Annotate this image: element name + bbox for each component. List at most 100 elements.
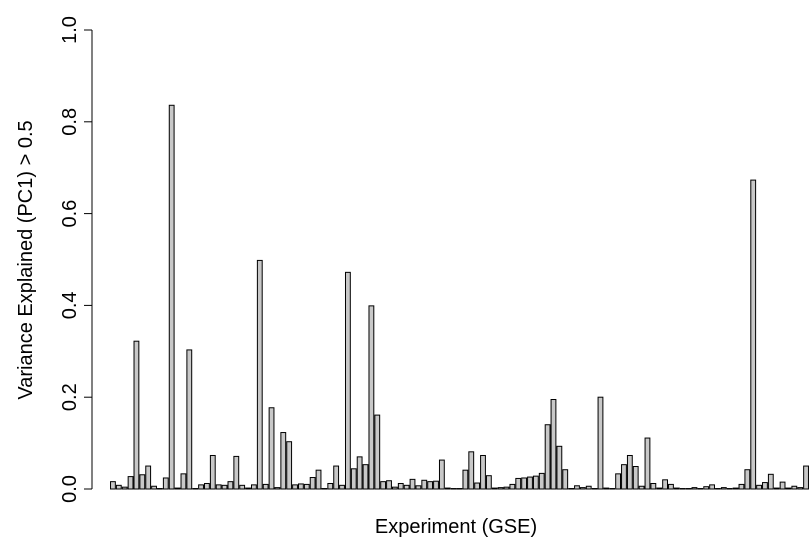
bar bbox=[139, 474, 146, 490]
bar bbox=[251, 484, 257, 490]
bar bbox=[174, 487, 181, 490]
bar bbox=[133, 340, 140, 490]
bar bbox=[233, 455, 240, 490]
bars-group bbox=[110, 104, 809, 490]
bar bbox=[145, 465, 152, 490]
bar bbox=[303, 483, 310, 490]
y-tick-label: 0.4 bbox=[59, 291, 81, 319]
bar bbox=[762, 482, 768, 490]
bar bbox=[515, 477, 522, 490]
bar bbox=[485, 475, 492, 490]
bar bbox=[186, 349, 193, 490]
bar bbox=[556, 445, 563, 490]
bar bbox=[779, 481, 786, 490]
bar bbox=[785, 487, 792, 490]
bar bbox=[127, 476, 134, 490]
bar bbox=[409, 478, 416, 490]
bar bbox=[227, 481, 234, 490]
bar bbox=[638, 485, 645, 490]
bar bbox=[591, 488, 598, 490]
bar bbox=[433, 480, 439, 490]
bar bbox=[391, 486, 398, 490]
bar bbox=[386, 480, 392, 490]
x-axis-title: Experiment (GSE) bbox=[375, 516, 537, 538]
bar bbox=[720, 487, 727, 490]
y-axis-title: Variance Explained (PC1) > 0.5 bbox=[15, 120, 37, 399]
bar bbox=[474, 482, 481, 490]
bar bbox=[750, 179, 757, 490]
bar bbox=[697, 488, 704, 490]
bar bbox=[344, 271, 351, 490]
bar bbox=[615, 473, 622, 490]
bar bbox=[421, 479, 428, 490]
bar bbox=[444, 487, 451, 490]
bar bbox=[579, 487, 586, 490]
bar bbox=[673, 487, 680, 490]
bar bbox=[662, 479, 668, 490]
bar bbox=[450, 488, 457, 490]
bar bbox=[609, 488, 616, 490]
bar bbox=[462, 469, 469, 490]
bar bbox=[509, 483, 516, 490]
bar bbox=[309, 477, 316, 490]
bar bbox=[550, 399, 557, 490]
bar bbox=[468, 451, 475, 490]
bar bbox=[532, 475, 539, 490]
y-tick-label: 0.2 bbox=[59, 383, 81, 411]
bar bbox=[797, 487, 804, 490]
bar bbox=[292, 484, 298, 490]
bar bbox=[744, 469, 751, 490]
bar bbox=[715, 488, 721, 490]
y-axis: 0.0 0.2 0.4 0.6 0.8 1.0 bbox=[59, 16, 93, 503]
bar bbox=[350, 468, 357, 490]
bar bbox=[362, 464, 369, 490]
bar bbox=[538, 472, 545, 490]
bar bbox=[162, 477, 169, 490]
bar bbox=[256, 259, 263, 490]
bar bbox=[333, 465, 340, 490]
bar bbox=[209, 454, 216, 490]
bar bbox=[668, 483, 674, 490]
bar bbox=[732, 487, 739, 490]
bar bbox=[315, 469, 322, 490]
bar bbox=[679, 488, 686, 490]
bar bbox=[726, 488, 733, 490]
bar bbox=[368, 305, 375, 490]
bar bbox=[562, 469, 569, 490]
bar bbox=[280, 432, 287, 490]
bar bbox=[204, 482, 210, 490]
bar bbox=[374, 414, 381, 490]
bar bbox=[403, 484, 410, 490]
bar bbox=[685, 488, 692, 490]
bar bbox=[521, 477, 528, 490]
bar bbox=[691, 487, 698, 490]
bar bbox=[356, 456, 363, 490]
bar bbox=[803, 465, 809, 490]
bar bbox=[397, 482, 404, 490]
bar bbox=[427, 481, 434, 490]
bar bbox=[157, 488, 163, 490]
bar bbox=[192, 488, 199, 490]
bar bbox=[709, 484, 715, 490]
bar bbox=[438, 459, 445, 490]
bar bbox=[180, 473, 187, 490]
bar bbox=[239, 484, 246, 490]
bar bbox=[756, 484, 762, 490]
bar bbox=[151, 485, 157, 490]
bar bbox=[415, 485, 422, 490]
bar bbox=[121, 486, 128, 490]
bar bbox=[791, 485, 798, 490]
bar bbox=[597, 396, 604, 490]
bar bbox=[497, 487, 504, 490]
bar bbox=[456, 488, 463, 490]
bar bbox=[274, 487, 281, 490]
bar bbox=[245, 487, 251, 490]
bar bbox=[321, 488, 328, 490]
bar bbox=[491, 487, 498, 490]
bar bbox=[298, 483, 304, 490]
bar bbox=[380, 481, 387, 490]
bar bbox=[568, 488, 575, 490]
bar bbox=[221, 484, 228, 490]
bar bbox=[621, 464, 627, 490]
